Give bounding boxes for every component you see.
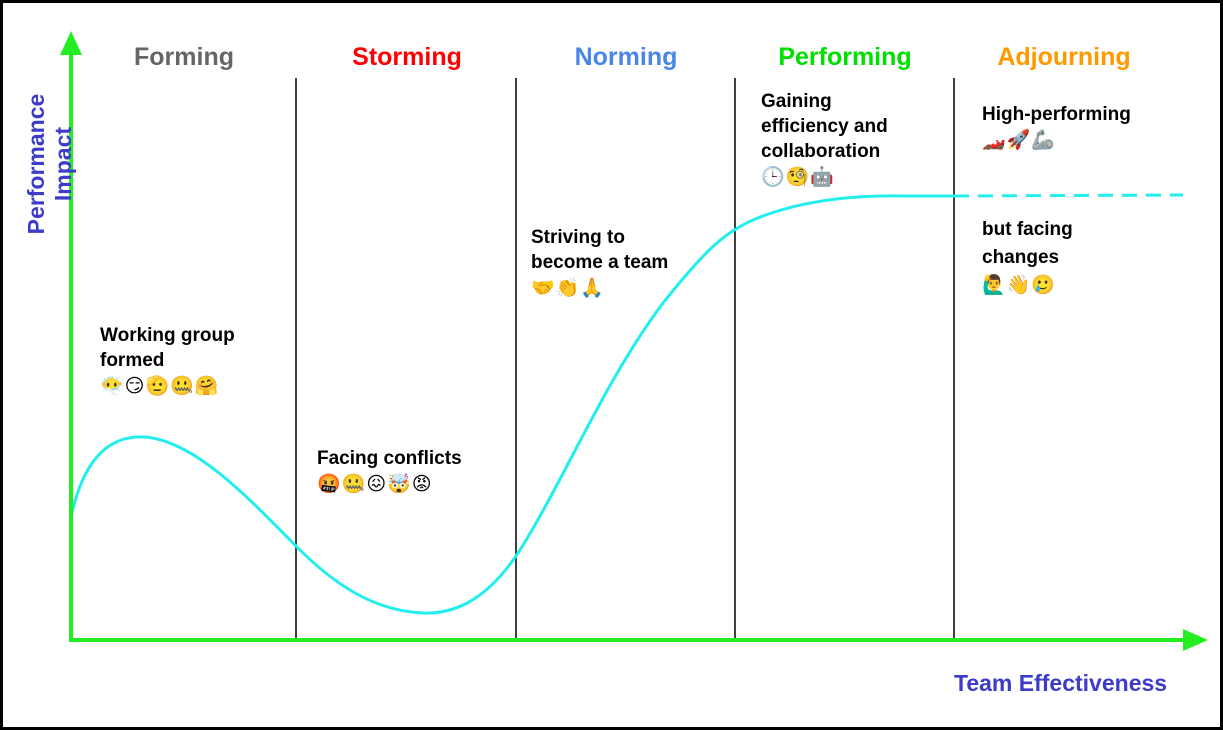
stage-adjourning: Adjourning <box>997 43 1131 71</box>
note-storming: Facing conflicts 🤬🤐😖🤯😡 <box>317 446 517 497</box>
y-axis-label: Performance Impact <box>23 93 76 235</box>
y-axis-arrowhead <box>60 31 82 55</box>
note-adjourning-bottom: but facing changes 🙋‍♂️👋🥲 <box>982 216 1112 298</box>
note-adjourning-top-text: High-performing <box>982 104 1131 125</box>
performance-curve-projection <box>953 193 1184 198</box>
x-axis-label: Team Effectiveness <box>954 670 1168 696</box>
note-adjourning-bottom-text: but facing changes <box>982 219 1073 268</box>
note-performing-emoji: 🕒🧐🤖 <box>761 166 835 188</box>
performance-curve <box>70 194 954 615</box>
note-adjourning-top-emoji: 🏎️🚀🦾 <box>982 129 1056 151</box>
note-norming-emoji: 🤝👏🙏 <box>531 277 605 299</box>
note-storming-emoji: 🤬🤐😖🤯😡 <box>317 473 433 495</box>
note-norming: Striving to become a team 🤝👏🙏 <box>531 225 696 301</box>
stage-forming: Forming <box>134 43 234 71</box>
x-axis-arrowhead <box>1183 629 1208 651</box>
note-forming-text: Working group formed <box>100 325 235 371</box>
stage-norming: Norming <box>574 43 678 71</box>
note-adjourning-top: High-performing 🏎️🚀🦾 <box>982 102 1182 153</box>
note-performing: Gaining efficiency and collaboration 🕒🧐🤖 <box>761 89 921 190</box>
note-forming: Working group formed 😶‍🌫️😏🫡🤐🤗 <box>100 323 270 399</box>
note-storming-text: Facing conflicts <box>317 448 462 469</box>
note-adjourning-bottom-emoji: 🙋‍♂️👋🥲 <box>982 274 1056 296</box>
stage-storming: Storming <box>352 43 462 71</box>
stage-performing: Performing <box>778 43 912 71</box>
note-norming-text: Striving to become a team <box>531 227 669 273</box>
note-forming-emoji: 😶‍🌫️😏🫡🤐🤗 <box>100 375 220 397</box>
diagram-graphics <box>60 31 1208 651</box>
note-performing-text: Gaining efficiency and collaboration <box>761 91 888 162</box>
